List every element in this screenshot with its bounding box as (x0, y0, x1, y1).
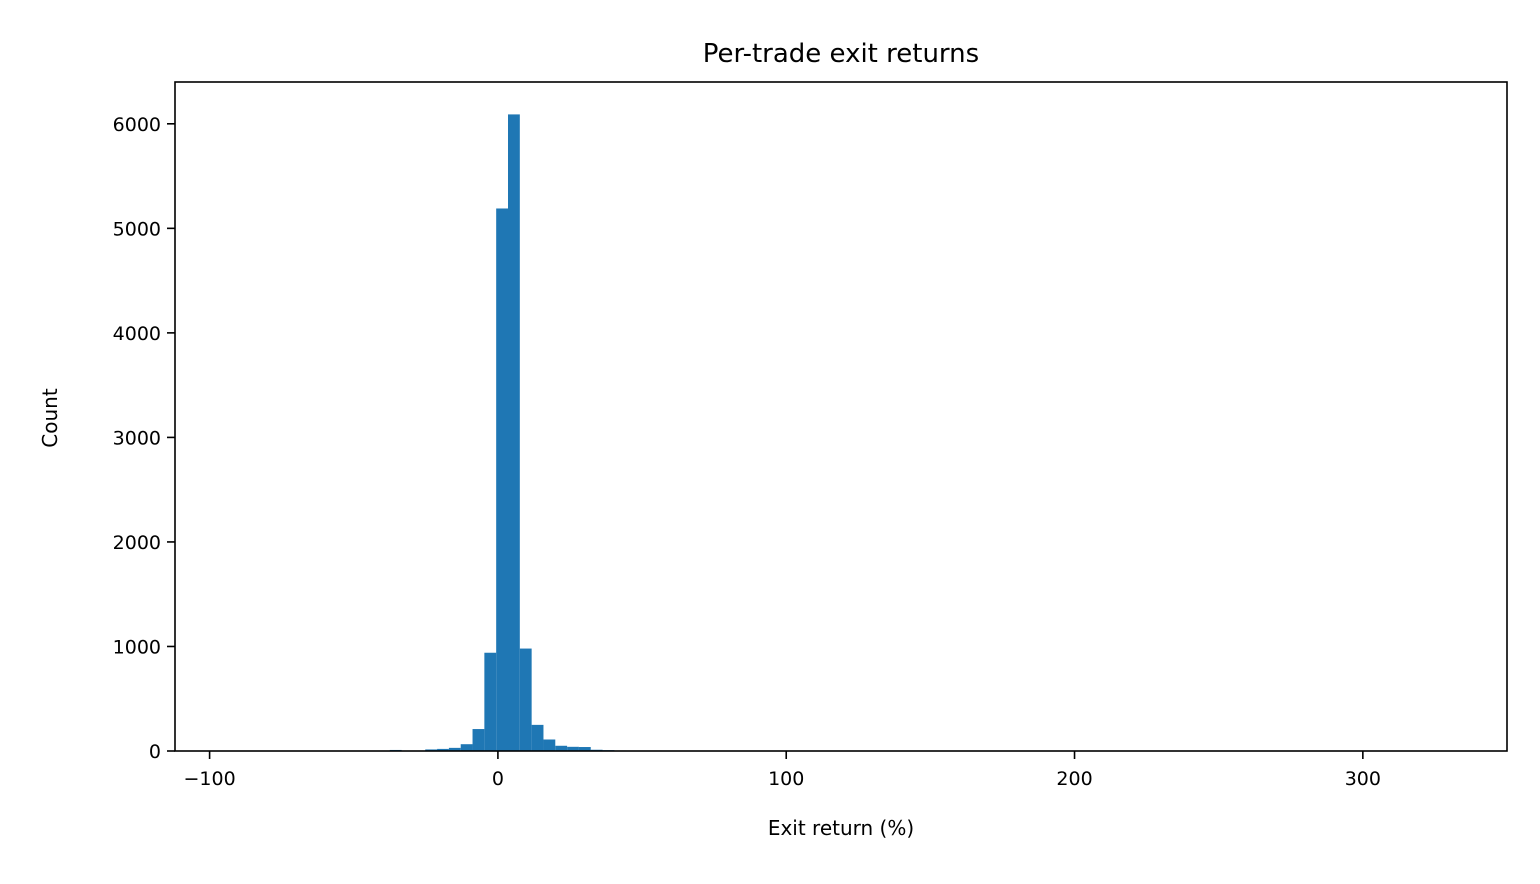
x-tick-label: 200 (1056, 768, 1092, 790)
y-tick-label: 5000 (113, 218, 161, 240)
histogram-bar (484, 653, 496, 751)
x-tick-label: 100 (768, 768, 804, 790)
y-tick-label: 1000 (113, 636, 161, 658)
y-tick-label: 4000 (113, 323, 161, 345)
histogram-bar (508, 114, 520, 751)
y-tick-label: 0 (149, 741, 161, 763)
x-tick-label: 0 (492, 768, 504, 790)
histogram-bar (461, 744, 473, 751)
x-axis-label: Exit return (%) (768, 816, 914, 840)
y-tick-label: 2000 (113, 532, 161, 554)
y-tick-label: 3000 (113, 427, 161, 449)
x-axis-ticks: −100 0 100 200 300 (184, 751, 1381, 790)
bars-group (210, 114, 1450, 751)
x-tick-label: 300 (1345, 768, 1381, 790)
chart-title: Per-trade exit returns (703, 39, 979, 69)
histogram-bar (520, 649, 532, 751)
histogram-bar (532, 725, 544, 751)
histogram-bar (543, 740, 555, 751)
histogram-bar (496, 208, 508, 751)
x-tick-label: −100 (184, 768, 236, 790)
histogram-bar (473, 729, 485, 751)
y-axis-label: Count (38, 388, 62, 448)
plot-frame (175, 82, 1507, 751)
y-tick-label: 6000 (113, 114, 161, 136)
y-axis-ticks: 0 1000 2000 3000 4000 5000 6000 (113, 114, 175, 763)
